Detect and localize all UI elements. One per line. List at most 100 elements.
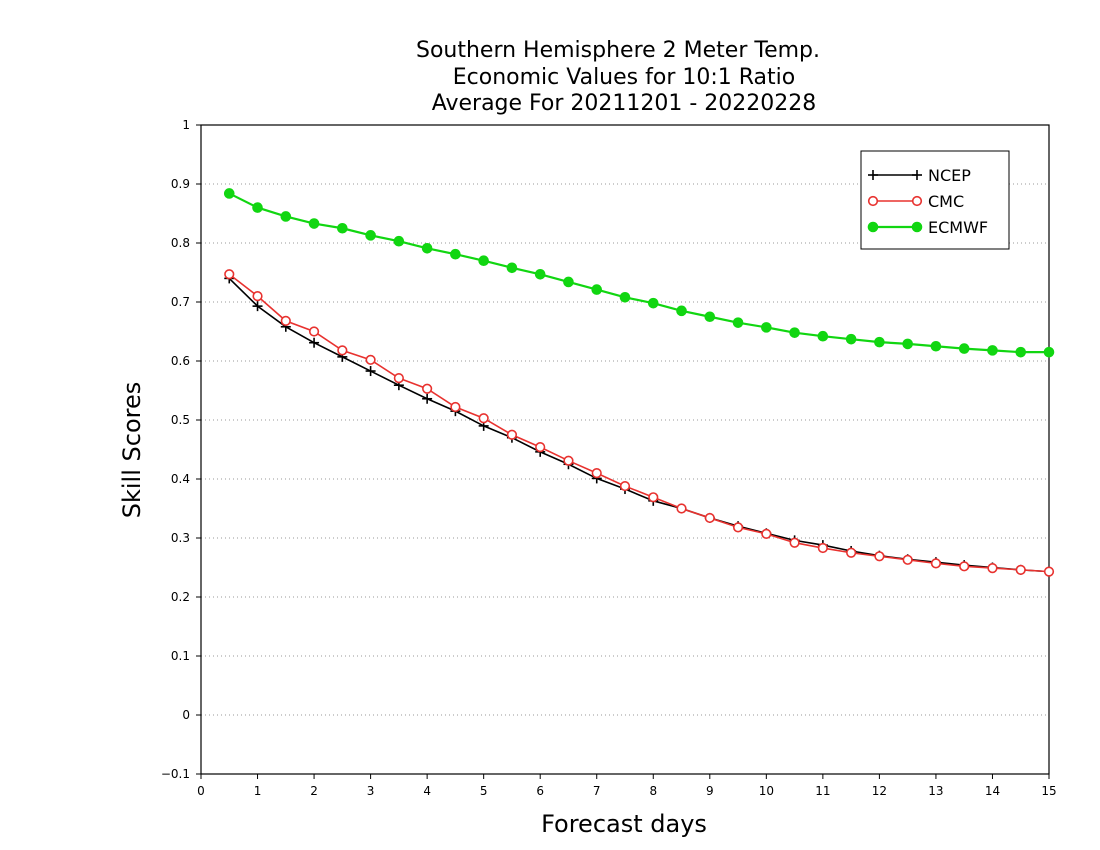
data-point-cmc bbox=[761, 528, 772, 539]
data-point-ecmwf bbox=[704, 311, 716, 323]
data-point-cmc bbox=[563, 455, 574, 466]
gridlines bbox=[201, 183, 1049, 716]
legend: NCEP CMC ECMWF bbox=[860, 150, 1010, 250]
data-point-cmc bbox=[365, 354, 376, 365]
data-point-ecmwf bbox=[732, 317, 744, 328]
y-tick-label: 0.6 bbox=[171, 354, 190, 368]
data-point-cmc bbox=[393, 373, 404, 384]
x-tick-label: 6 bbox=[536, 784, 544, 798]
x-tick-label: 10 bbox=[759, 784, 774, 798]
data-point-ecmwf bbox=[421, 243, 433, 254]
y-tick-label: 0.4 bbox=[171, 472, 190, 486]
legend-label-ecmwf: ECMWF bbox=[928, 218, 988, 237]
data-point-cmc bbox=[789, 537, 800, 548]
data-point-cmc bbox=[422, 383, 433, 394]
y-axis-label: Skill Scores bbox=[118, 382, 146, 519]
data-point-cmc bbox=[902, 554, 913, 565]
data-point-cmc bbox=[676, 503, 687, 514]
x-tick-label: 7 bbox=[593, 784, 601, 798]
data-point-ecmwf bbox=[619, 291, 631, 303]
legend-items: NCEP CMC ECMWF bbox=[867, 166, 988, 237]
x-tick-label: 11 bbox=[815, 784, 830, 798]
x-tick-label: 12 bbox=[872, 784, 887, 798]
series-cmc bbox=[224, 269, 1055, 577]
legend-marker bbox=[912, 170, 922, 180]
data-point-cmc bbox=[846, 547, 857, 558]
legend-marker bbox=[867, 221, 879, 233]
y-tick-label: 0 bbox=[182, 708, 190, 722]
series-ecmwf bbox=[223, 188, 1055, 358]
data-point-cmc bbox=[535, 442, 546, 453]
data-point-cmc bbox=[252, 291, 263, 302]
legend-item-cmc: CMC bbox=[867, 192, 964, 211]
y-tick-label: 0.2 bbox=[171, 590, 190, 604]
data-point-ecmwf bbox=[450, 248, 461, 260]
x-tick-label: 9 bbox=[706, 784, 714, 798]
x-tick-label: 0 bbox=[197, 784, 205, 798]
data-point-ecmwf bbox=[252, 202, 263, 213]
data-point-ecmwf bbox=[1043, 346, 1055, 358]
data-point-ecmwf bbox=[647, 297, 659, 309]
legend-label-cmc: CMC bbox=[928, 192, 964, 211]
x-tick-label: 1 bbox=[254, 784, 262, 798]
chart-title-line-2: Economic Values for 10:1 Ratio bbox=[453, 65, 795, 90]
x-tick-label: 5 bbox=[480, 784, 488, 798]
series-ncep bbox=[224, 273, 1054, 577]
plot-area-frame bbox=[200, 124, 1050, 775]
data-point-ecmwf bbox=[223, 188, 235, 199]
legend-marker bbox=[868, 170, 878, 180]
data-point-ecmwf bbox=[393, 235, 405, 247]
data-point-cmc bbox=[619, 480, 631, 492]
data-point-cmc bbox=[817, 542, 828, 554]
y-tick-label: −0.1 bbox=[161, 767, 190, 781]
y-axis: −0.1 0 0.1 0.2 0.3 0.4 0.5 0.6 0.7 0.8 0.9 1 bbox=[161, 118, 201, 781]
data-point-ecmwf bbox=[874, 336, 885, 348]
data-point-cmc bbox=[874, 551, 885, 562]
y-tick-label: 0.9 bbox=[171, 177, 190, 191]
data-point-ecmwf bbox=[591, 284, 603, 295]
data-point-ecmwf bbox=[761, 322, 772, 333]
data-point-ecmwf bbox=[930, 340, 942, 352]
x-tick-label: 3 bbox=[367, 784, 375, 798]
legend-marker bbox=[911, 195, 923, 207]
y-tick-label: 0.8 bbox=[171, 236, 190, 250]
data-point-ecmwf bbox=[337, 222, 348, 234]
series-layer bbox=[223, 188, 1055, 577]
chart-title-line-3: Average For 20211201 - 20220228 bbox=[432, 91, 817, 116]
data-point-cmc bbox=[506, 429, 518, 440]
data-point-cmc bbox=[930, 558, 942, 569]
legend-marker bbox=[911, 221, 923, 233]
data-point-ecmwf bbox=[506, 262, 518, 274]
y-tick-label: 0.7 bbox=[171, 295, 190, 309]
legend-label-ncep: NCEP bbox=[928, 166, 971, 185]
data-point-ecmwf bbox=[308, 218, 320, 229]
data-point-ecmwf bbox=[987, 345, 998, 356]
data-point-ncep bbox=[365, 366, 376, 377]
x-tick-label: 8 bbox=[649, 784, 657, 798]
data-point-cmc bbox=[732, 522, 744, 533]
data-point-ecmwf bbox=[817, 330, 829, 342]
data-point-ecmwf bbox=[534, 268, 546, 280]
x-axis-label: Forecast days bbox=[541, 810, 707, 838]
series-line-cmc bbox=[228, 273, 1050, 573]
legend-box bbox=[860, 150, 1010, 250]
data-point-cmc bbox=[224, 269, 235, 280]
x-axis: 0 1 2 3 4 5 6 7 8 9 10 11 12 13 14 15 bbox=[197, 774, 1057, 798]
data-point-cmc bbox=[337, 345, 348, 356]
x-tick-label: 15 bbox=[1041, 784, 1056, 798]
data-point-ecmwf bbox=[365, 230, 376, 241]
x-tick-label: 4 bbox=[423, 784, 431, 798]
data-point-cmc bbox=[987, 562, 998, 574]
y-tick-label: 1 bbox=[182, 118, 190, 132]
data-point-cmc bbox=[478, 413, 489, 424]
data-point-ecmwf bbox=[1015, 346, 1027, 358]
data-point-ecmwf bbox=[280, 211, 292, 222]
data-point-cmc bbox=[591, 468, 602, 479]
data-point-ecmwf bbox=[676, 305, 687, 317]
data-point-ecmwf bbox=[958, 343, 970, 354]
data-point-cmc bbox=[704, 512, 715, 524]
data-point-ecmwf bbox=[902, 338, 913, 350]
data-point-ecmwf bbox=[789, 327, 800, 338]
data-point-cmc bbox=[450, 401, 461, 413]
data-point-cmc bbox=[280, 315, 291, 326]
